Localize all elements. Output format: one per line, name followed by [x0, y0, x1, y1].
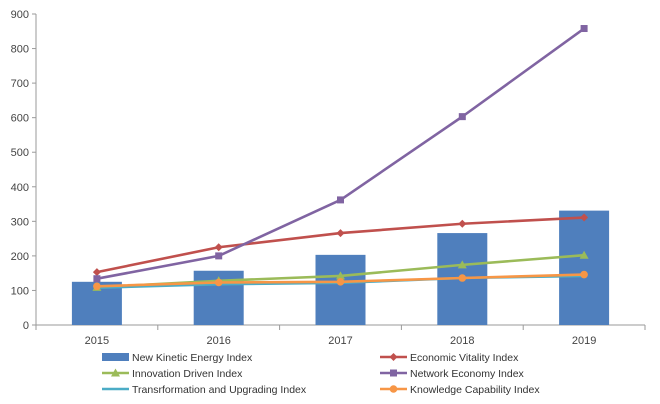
data-point: [580, 270, 588, 279]
data-point: [93, 275, 101, 283]
y-tick-label: 500: [11, 147, 29, 159]
bar-2017: [315, 254, 366, 325]
data-point: [458, 219, 467, 228]
legend-label: Transrformation and Upgrading Index: [132, 384, 307, 396]
data-point: [215, 252, 223, 260]
data-point: [579, 250, 589, 259]
x-tick-label: 2018: [450, 335, 474, 347]
y-tick-label: 200: [11, 251, 29, 263]
data-point: [336, 278, 345, 286]
line-series-0: [92, 213, 589, 277]
y-tick-label: 600: [11, 113, 29, 125]
legend-item: New Kinetic Energy Index: [102, 352, 253, 364]
legend-marker: [389, 385, 398, 393]
bar-2019: [559, 210, 610, 325]
x-tick-label: 2017: [328, 335, 352, 347]
legend-item: Economic Vitality Index: [380, 352, 519, 364]
series-line: [96, 27, 585, 280]
data-point: [337, 196, 344, 204]
x-tick-label: 2019: [572, 335, 596, 347]
data-point: [93, 282, 101, 291]
x-tick-label: 2016: [206, 335, 230, 347]
legend-label: Network Economy Index: [410, 368, 525, 380]
line-series: [92, 25, 589, 291]
x-tick-label: 2015: [85, 335, 109, 347]
y-tick-label: 400: [11, 182, 29, 194]
data-point: [458, 274, 467, 282]
axes: [32, 13, 646, 330]
y-tick-label: 800: [11, 44, 29, 56]
y-tick-label: 900: [11, 9, 29, 21]
legend-label: Innovation Driven Index: [132, 368, 243, 380]
legend-item: Network Economy Index: [380, 368, 525, 380]
data-point: [580, 213, 589, 222]
legend-marker: [389, 353, 398, 361]
legend-marker: [111, 368, 120, 377]
legend-item: Transrformation and Upgrading Index: [102, 384, 307, 396]
data-point: [457, 260, 467, 269]
data-point: [458, 113, 466, 121]
data-point: [336, 271, 345, 280]
legend-label: Economic Vitality Index: [410, 352, 519, 364]
line-series-4: [93, 270, 588, 291]
legend-item: Innovation Driven Index: [102, 368, 243, 380]
legend-label: Knowledge Capability Index: [410, 384, 540, 396]
legend-marker: [390, 369, 397, 377]
legend-label: New Kinetic Energy Index: [132, 352, 253, 364]
y-tick-label: 300: [11, 216, 29, 228]
legend-swatch: [102, 353, 129, 361]
y-tick-label: 700: [11, 78, 29, 90]
y-tick-label: 100: [11, 285, 29, 297]
data-point: [336, 229, 345, 238]
data-point: [214, 278, 223, 287]
line-series-2: [93, 25, 588, 283]
bar-series: [71, 210, 610, 325]
data-point: [580, 25, 588, 33]
data-point: [92, 268, 101, 277]
legend-item: Knowledge Capability Index: [380, 384, 540, 396]
y-tick-label: 0: [23, 320, 29, 332]
data-point: [214, 243, 223, 252]
tick-labels: 0 100 200 300 400 500 600 700 800 900 2015 2016 2017…: [11, 9, 597, 347]
legend: New Kinetic Energy Index Economic Vitalit…: [102, 352, 540, 396]
